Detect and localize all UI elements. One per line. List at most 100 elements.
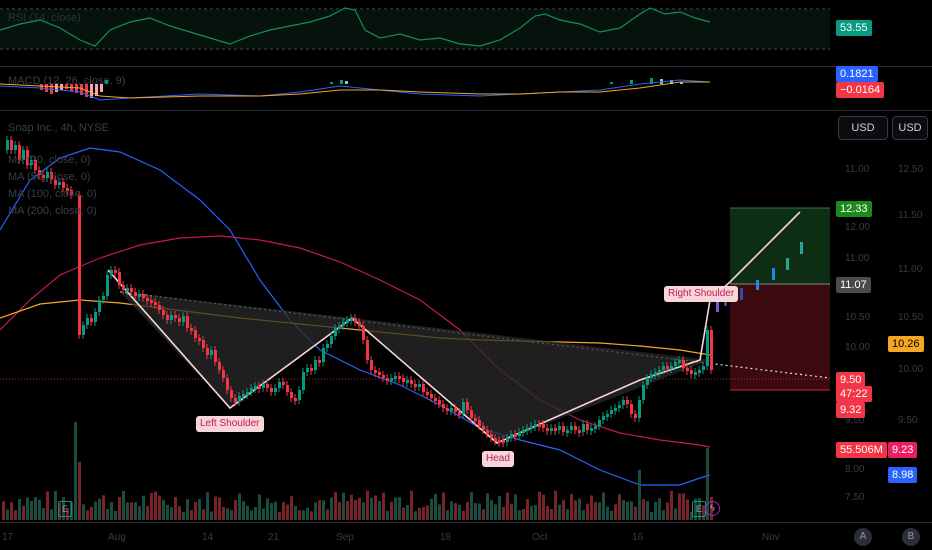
macd-divider[interactable]	[0, 110, 932, 111]
volume-bar	[458, 504, 461, 520]
candle	[610, 410, 613, 414]
volume-bar	[646, 501, 649, 520]
volume-bar	[214, 496, 217, 520]
candle	[502, 440, 505, 443]
candle	[138, 294, 141, 297]
currency-button-left[interactable]: USD	[838, 116, 888, 140]
volume-bar	[142, 495, 145, 520]
volume-bar	[286, 504, 289, 520]
volume-bar	[146, 506, 149, 520]
candle	[638, 400, 641, 418]
candle	[174, 315, 177, 318]
volume-bar	[346, 501, 349, 520]
volume-bar	[42, 508, 45, 520]
volume-bar	[310, 511, 313, 520]
rsi-divider[interactable]	[0, 66, 932, 67]
candle	[326, 344, 329, 348]
volume-bar	[30, 501, 33, 520]
candle	[394, 376, 397, 379]
candle	[222, 370, 225, 378]
volume-bar	[662, 510, 665, 520]
volume-bar	[134, 502, 137, 520]
earnings-icon[interactable]: E	[58, 501, 72, 517]
candle	[86, 318, 89, 325]
volume-bar	[626, 501, 629, 520]
price-tick-right: 11.00	[898, 264, 923, 275]
volume-bar	[498, 495, 501, 520]
volume-bar	[202, 509, 205, 520]
candle	[622, 400, 625, 405]
candle	[210, 350, 213, 355]
candle	[494, 438, 497, 441]
candle	[194, 330, 197, 338]
volume-bar	[650, 511, 653, 520]
settings-button[interactable]: B	[902, 528, 920, 546]
head-label[interactable]: Head	[482, 451, 514, 467]
candle	[598, 420, 601, 426]
volume-bar	[610, 510, 613, 520]
x-tick: 21	[268, 532, 280, 543]
volume-bar	[54, 490, 57, 520]
time-axis-divider	[0, 522, 932, 523]
candle	[526, 428, 529, 431]
volume-bar	[166, 504, 169, 520]
candle	[306, 368, 309, 372]
volume-bar	[278, 511, 281, 520]
volume-bar	[350, 494, 353, 520]
symbol-label[interactable]: Snap Inc., 4h, NYSE	[8, 122, 109, 134]
ma-legend-2: MA (50, close, 0)	[8, 171, 91, 183]
candle	[198, 338, 201, 341]
candle	[314, 360, 317, 370]
volume-bar	[138, 506, 141, 520]
right-shoulder-label[interactable]: Right Shoulder	[664, 286, 739, 302]
volume-bar	[342, 492, 345, 520]
volume-bar	[690, 511, 693, 520]
volume-bar	[226, 508, 229, 520]
candle	[498, 440, 501, 443]
flash-icon[interactable]: ϟ	[705, 501, 720, 516]
candle	[534, 424, 537, 427]
earnings-icon[interactable]: E	[692, 501, 706, 517]
volume-bar	[182, 511, 185, 520]
volume-bar	[122, 490, 125, 520]
volume-bar	[410, 490, 413, 520]
candle	[66, 188, 69, 191]
volume-bar	[338, 501, 341, 520]
candle	[442, 404, 445, 408]
volume-bar	[62, 497, 65, 520]
volume-bar	[654, 501, 657, 520]
volume-bar	[126, 502, 129, 520]
candle	[386, 378, 389, 381]
macd-value-tag-1: 0.1821	[836, 66, 878, 82]
price-tick: 12.00	[845, 222, 871, 233]
candle	[42, 175, 45, 178]
auto-scale-button[interactable]: A	[854, 528, 872, 546]
candle	[158, 305, 161, 310]
candle	[642, 385, 645, 400]
price-tick-right: 9.50	[898, 415, 918, 426]
volume-bar	[514, 494, 517, 520]
volume-bar	[570, 493, 573, 520]
volume-bar	[234, 500, 237, 520]
candle	[398, 376, 401, 379]
volume-bar	[362, 502, 365, 520]
candle	[618, 405, 621, 408]
candle	[310, 368, 313, 371]
rsi-value-tag: 53.55	[836, 20, 872, 36]
volume-bar	[178, 506, 181, 520]
left-shoulder-label[interactable]: Left Shoulder	[196, 416, 264, 432]
candle	[346, 320, 349, 323]
volume-bar	[114, 510, 117, 520]
volume-bar	[406, 505, 409, 520]
currency-button-right[interactable]: USD	[892, 116, 928, 140]
candle	[438, 400, 441, 404]
candle	[462, 402, 465, 414]
volume-bar	[418, 507, 421, 520]
candle	[170, 315, 173, 320]
volume-bar	[642, 499, 645, 520]
volume-bar	[102, 495, 105, 520]
volume-bar	[74, 422, 77, 520]
price-tick: 10.00	[845, 342, 871, 353]
candle	[254, 386, 257, 389]
